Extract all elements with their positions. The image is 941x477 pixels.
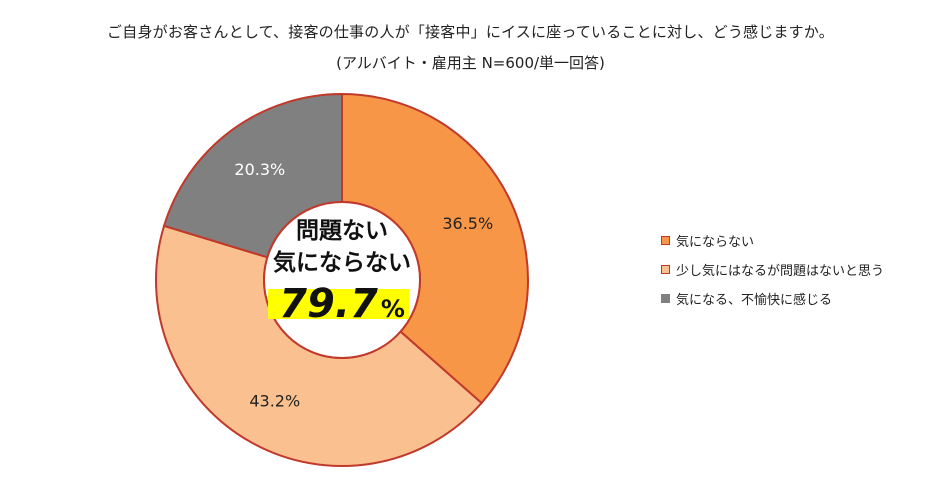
legend-swatch — [661, 265, 670, 274]
legend-label: 気にならない — [676, 235, 755, 250]
legend: 気にならない 少し気にはなるが問題はないと思う 気になる、不愉快に感じる — [661, 226, 884, 313]
center-value: 79.7% — [279, 281, 405, 327]
highlight-marker — [268, 289, 409, 319]
center-value-unit: % — [381, 295, 405, 323]
legend-item: 気になる、不愉快に感じる — [661, 284, 884, 313]
chart-title: ご自身がお客さんとして、接客の仕事の人が「接客中」にイスに座っていることに対し、… — [107, 23, 834, 41]
legend-label: 少し気にはなるが問題はないと思う — [676, 264, 885, 279]
center-value-number: 79.7 — [279, 281, 378, 327]
slice-value-label: 43.2% — [249, 392, 300, 411]
legend-item: 少し気にはなるが問題はないと思う — [661, 255, 884, 284]
legend-swatch — [661, 236, 670, 245]
legend-item: 気にならない — [661, 226, 884, 255]
slice-value-label: 20.3% — [234, 160, 285, 179]
center-label-line1: 問題ない — [296, 218, 388, 244]
slice-value-label: 36.5% — [442, 214, 493, 233]
chart-subtitle: (アルバイト・雇用主 N=600/単一回答) — [336, 54, 605, 72]
center-label-line2: 気にならない — [273, 249, 411, 276]
legend-swatch — [661, 294, 670, 303]
legend-label: 気になる、不愉快に感じる — [676, 293, 833, 308]
